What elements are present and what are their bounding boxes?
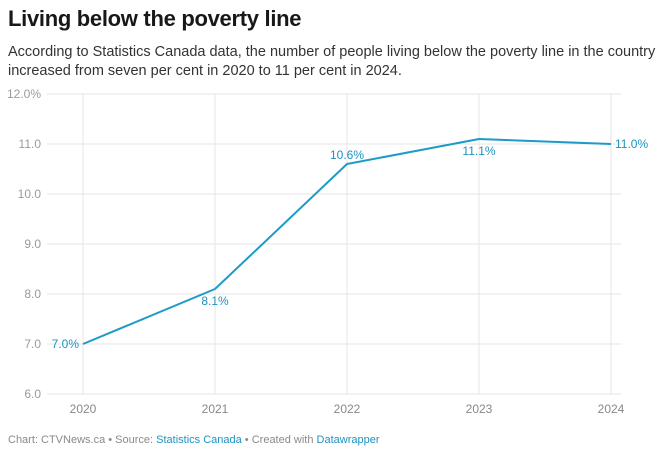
x-tick-label: 2022 <box>334 402 361 416</box>
footer-separator: • <box>105 434 116 446</box>
y-tick-label: 7.0 <box>24 337 41 351</box>
x-tick-label: 2024 <box>598 402 625 416</box>
data-labels: 7.0% 8.1% 10.6% 11.1% 11.0% <box>52 137 649 351</box>
series-group <box>82 138 612 345</box>
x-tick-label: 2020 <box>70 402 97 416</box>
data-label: 8.1% <box>201 294 229 308</box>
source-link[interactable]: Statistics Canada <box>156 434 242 446</box>
data-label: 10.6% <box>330 148 364 162</box>
source-prefix: Source: <box>115 434 157 446</box>
x-axis-ticks: 2020 2021 2022 2023 2024 <box>70 402 625 416</box>
x-tick-label: 2021 <box>202 402 229 416</box>
y-tick-label: 10.0 <box>18 187 42 201</box>
x-tick-label: 2023 <box>466 402 493 416</box>
created-prefix: Created with <box>251 434 317 446</box>
data-label: 7.0% <box>52 337 80 351</box>
datawrapper-link[interactable]: Datawrapper <box>316 434 380 446</box>
chart-subtitle: According to Statistics Canada data, the… <box>8 44 656 79</box>
y-tick-label: 12.0% <box>7 87 41 101</box>
chart-title: Living below the poverty line <box>8 6 302 31</box>
chart-credit: Chart: CTVNews.ca <box>8 434 106 446</box>
data-label: 11.0% <box>615 137 648 151</box>
chart-footer: Chart: CTVNews.ca • Source: Statistics C… <box>8 434 380 446</box>
y-tick-label: 8.0 <box>24 287 41 301</box>
y-tick-label: 9.0 <box>24 237 41 251</box>
data-label: 11.1% <box>462 144 495 158</box>
y-tick-label: 6.0 <box>24 387 41 401</box>
y-axis-ticks: 6.0 7.0 8.0 9.0 10.0 11.0 12.0% <box>7 87 41 401</box>
footer-separator: • <box>241 434 252 446</box>
y-gridlines <box>47 93 621 395</box>
y-tick-label: 11.0 <box>19 137 42 151</box>
